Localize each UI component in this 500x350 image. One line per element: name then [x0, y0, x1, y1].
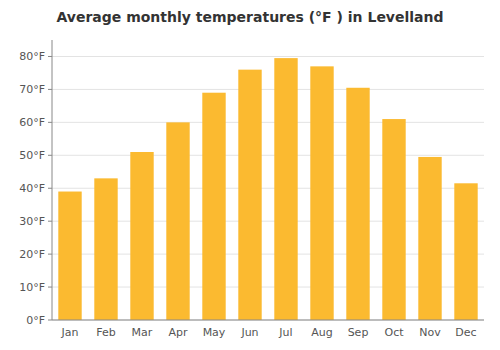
grid-line — [52, 56, 484, 57]
y-axis-line — [52, 40, 53, 320]
tick-label: 80°F — [19, 50, 45, 63]
grid-line — [52, 155, 484, 156]
tick-mark — [48, 221, 52, 222]
bar — [94, 178, 117, 320]
bar — [130, 152, 153, 320]
tick-label: 10°F — [19, 281, 45, 294]
bar — [166, 122, 189, 320]
tick-mark — [48, 188, 52, 189]
y-axis: 0°F 10°F 20°F 30°F 40°F 50°F 60°F 70°F 80°F — [19, 50, 484, 327]
tick-label: Jun — [240, 326, 258, 339]
bar — [202, 93, 225, 320]
tick-label: Feb — [96, 326, 115, 339]
bar — [346, 88, 369, 320]
tick-label: 20°F — [19, 248, 45, 261]
bar — [382, 119, 405, 320]
tick-mark — [48, 89, 52, 90]
bars — [58, 58, 477, 320]
bar — [418, 157, 441, 320]
tick-label: 30°F — [19, 215, 45, 228]
tick-mark — [48, 155, 52, 156]
tick-label: 70°F — [19, 83, 45, 96]
tick-label: Apr — [168, 326, 188, 339]
grid-line — [52, 320, 484, 321]
tick-mark — [48, 122, 52, 123]
bar — [58, 192, 81, 320]
tick-label: Aug — [311, 326, 332, 339]
grid-line — [52, 89, 484, 90]
tick-label: 0°F — [26, 314, 45, 327]
x-axis: Jan Feb Mar Apr May Jun Jul Aug Sep Oct Nov Dec — [61, 326, 477, 339]
tick-label: Dec — [455, 326, 476, 339]
tick-mark — [48, 287, 52, 288]
tick-mark — [48, 254, 52, 255]
title: Average monthly temperatures (°F ) in Le… — [56, 9, 443, 25]
grid-line — [52, 122, 484, 123]
x-axis-line — [52, 320, 484, 321]
tick-label: 60°F — [19, 116, 45, 129]
background — [0, 0, 500, 350]
tick-label: May — [203, 326, 226, 339]
bar — [454, 183, 477, 320]
bar — [310, 66, 333, 320]
bar — [238, 70, 261, 320]
tick-label: Sep — [348, 326, 369, 339]
tick-mark — [48, 56, 52, 57]
tick-label: Oct — [384, 326, 404, 339]
tick-label: 50°F — [19, 149, 45, 162]
bar — [274, 58, 297, 320]
tick-label: Nov — [419, 326, 441, 339]
tick-label: Mar — [132, 326, 153, 339]
tick-label: Jul — [278, 326, 292, 339]
tick-label: Jan — [61, 326, 79, 339]
tick-label: 40°F — [19, 182, 45, 195]
chart: Average monthly temperatures (°F ) in Le… — [0, 0, 500, 350]
tick-mark — [48, 320, 52, 321]
